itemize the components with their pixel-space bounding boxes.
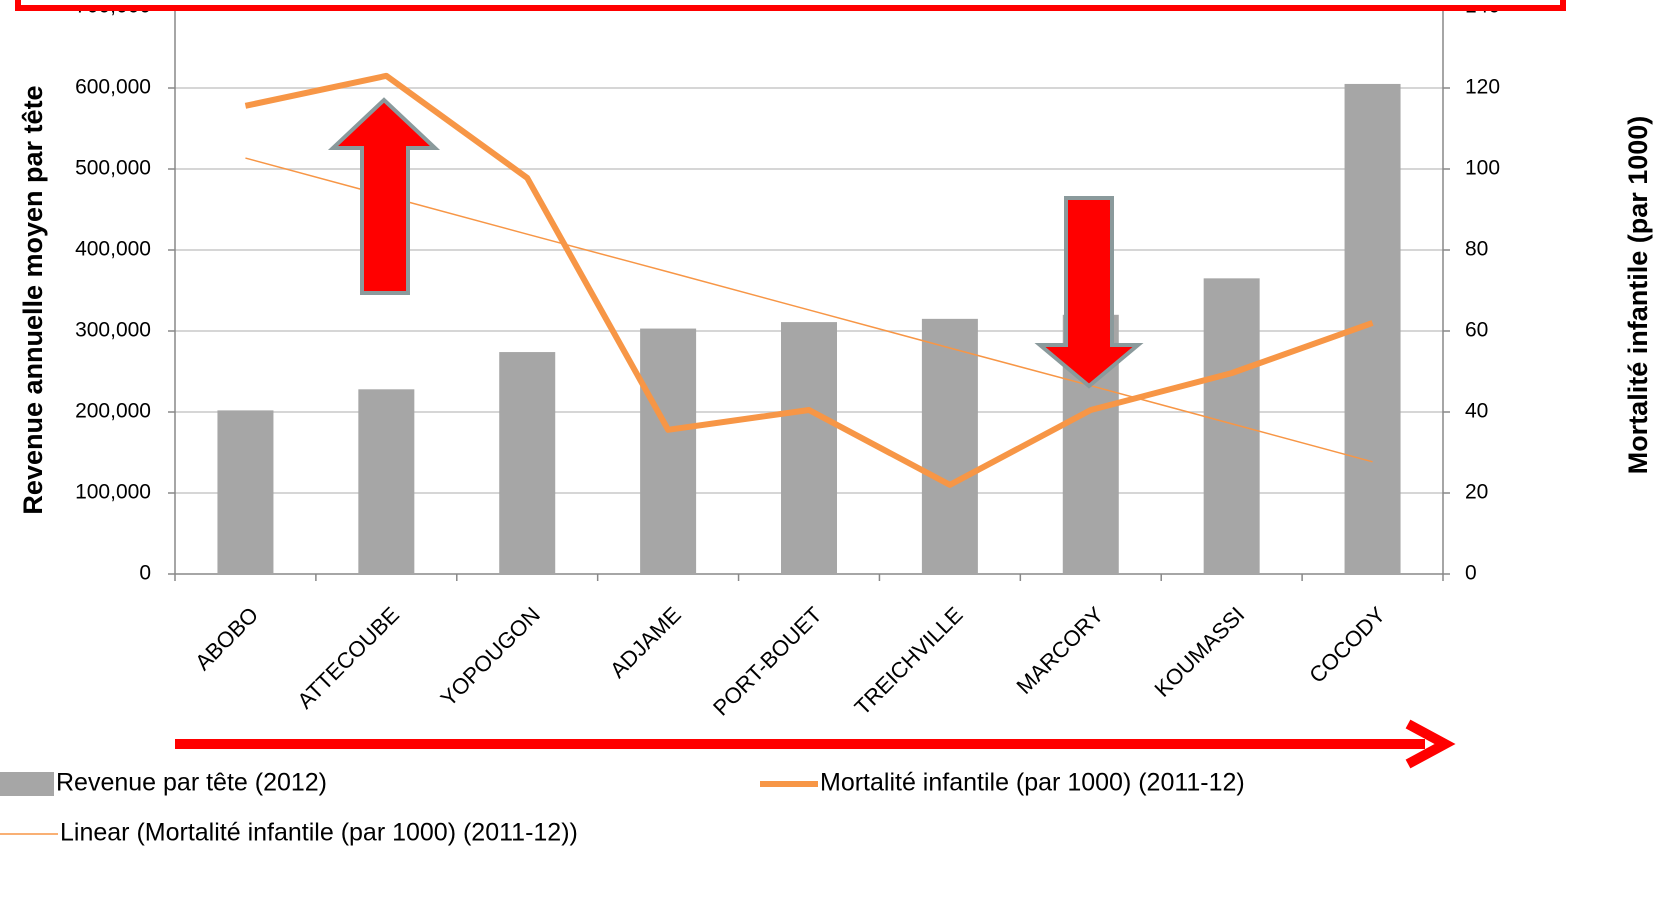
y-tick-label: 100,000 [75,481,151,504]
y-tick-label: 400,000 [75,238,151,261]
trend-line [245,157,1373,463]
legend-label: Revenue par tête (2012) [56,769,327,797]
x-tick-label: PORT-BOUET [708,602,827,721]
x-tick-label: COCODY [1304,602,1390,688]
y-tick-label: 0 [139,562,151,585]
x-tick-label: ABOBO [190,602,263,675]
bar [358,389,415,574]
bottom-arrow-head [1405,719,1456,769]
x-tick-label: TREICHVILLE [850,602,968,720]
y-tick-label: 300,000 [75,319,151,342]
y2-tick-label: 0 [1465,562,1477,585]
x-tick-label: MARCORY [1012,602,1109,699]
y2-tick-label: 100 [1465,157,1500,180]
down-arrow [1034,196,1144,389]
y-tick-label: 500,000 [75,157,151,180]
y2-axis-title: Mortalité infantile (par 1000) [1623,116,1653,475]
bar [1203,278,1260,574]
y2-tick-label: 40 [1465,400,1488,423]
x-tick-label: YOPOUGON [436,602,545,711]
y-tick-label: 200,000 [75,400,151,423]
y2-tick-label: 80 [1465,238,1488,261]
y2-tick-label: 20 [1465,481,1488,504]
top-banner [15,0,1566,11]
up-arrow [327,97,441,295]
y-axis-title: Revenue annuelle moyen par tête [18,85,48,514]
bar [921,318,978,574]
y2-tick-label: 120 [1465,76,1500,99]
legend-label: Linear (Mortalité infantile (par 1000) (… [60,819,578,847]
plot: 0 100,000 200,000 300,000 400,000 500,000 600,… [75,0,1500,720]
x-tick-label: ADJAME [605,602,686,683]
bar [640,328,697,574]
bar [217,410,274,574]
x-tick-label: ATTECOUBE [292,602,404,714]
legend-label: Mortalité infantile (par 1000) (2011-12) [820,769,1245,797]
y-tick-label: 600,000 [75,76,151,99]
bar [499,352,556,574]
legend-swatch [0,772,54,796]
x-tick-label: KOUMASSI [1150,602,1250,702]
annotations [15,0,1566,769]
line [244,72,1374,488]
y2-tick-label: 60 [1465,319,1488,342]
bar [781,322,837,574]
